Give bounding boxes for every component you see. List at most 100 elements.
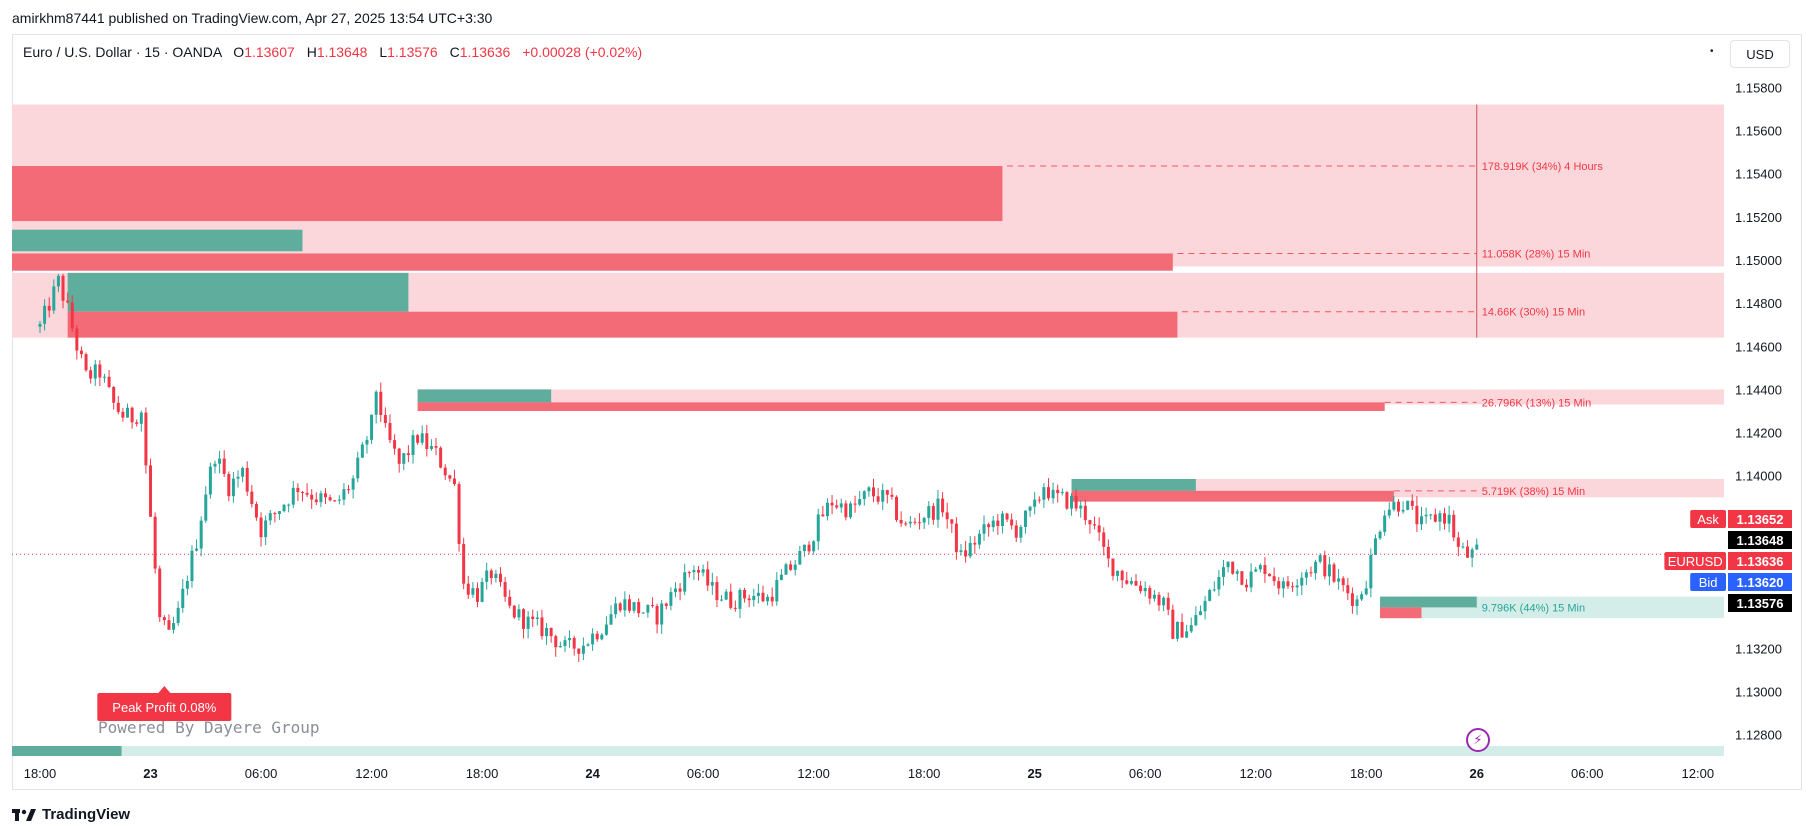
candle-body xyxy=(793,564,797,570)
candle-body xyxy=(600,634,604,640)
price-label-box xyxy=(1728,531,1792,549)
symbol-legend: Euro / U.S. Dollar · 15 · OANDA O1.13607… xyxy=(23,44,642,60)
candle-body xyxy=(1157,594,1161,606)
peak-profit-box xyxy=(97,693,232,721)
time-tick-label: 06:00 xyxy=(687,766,720,781)
price-tick-label: 1.15600 xyxy=(1735,123,1782,138)
candle-body xyxy=(416,435,420,443)
candle-body xyxy=(752,595,756,601)
price-label-box xyxy=(1728,552,1792,570)
candle-body xyxy=(379,391,383,415)
candle-body xyxy=(655,605,659,625)
candle-body xyxy=(388,423,392,441)
candle-body xyxy=(213,463,217,467)
candle-body xyxy=(420,433,424,443)
candle-body xyxy=(1134,581,1138,586)
candle-body xyxy=(98,364,102,378)
candle-body xyxy=(1152,594,1156,599)
lightning-icon[interactable]: ⚡ xyxy=(1466,728,1490,752)
tradingview-brand[interactable]: TradingView xyxy=(12,806,130,823)
candle-body xyxy=(549,627,553,637)
candle-body xyxy=(568,637,572,641)
candle-body xyxy=(360,444,364,458)
candle-body xyxy=(1378,531,1382,539)
candle-body xyxy=(991,520,995,528)
candle-body xyxy=(1433,514,1437,522)
low-value: 1.13576 xyxy=(387,44,438,60)
zone-light xyxy=(417,389,1724,405)
candle-body xyxy=(1364,588,1368,595)
candle-body xyxy=(1346,585,1350,594)
zone-dark xyxy=(417,402,1385,411)
symbol-name[interactable]: Euro / U.S. Dollar · 15 · OANDA xyxy=(23,44,222,60)
candle-body xyxy=(743,589,747,599)
candle-body xyxy=(61,275,65,301)
candle-body xyxy=(1120,570,1124,581)
currency-button[interactable]: USD xyxy=(1730,40,1790,68)
change-value: +0.00028 (+0.02%) xyxy=(522,44,643,60)
candle-body xyxy=(710,582,714,586)
candle-body xyxy=(457,484,461,544)
candle-body xyxy=(1341,578,1345,586)
price-tick-label: 1.15000 xyxy=(1735,253,1782,268)
candle-body xyxy=(890,494,894,497)
candle-body xyxy=(977,533,981,545)
more-dot-icon[interactable]: • xyxy=(1710,46,1714,57)
candle-body xyxy=(406,453,410,456)
candle-body xyxy=(733,607,737,609)
candle-body xyxy=(1028,506,1032,511)
price-tick-label: 1.14600 xyxy=(1735,339,1782,354)
candle-body xyxy=(347,489,351,491)
candle-body xyxy=(982,524,986,534)
candle-body xyxy=(1042,487,1046,500)
candle-body xyxy=(1065,492,1069,509)
zone-buy xyxy=(417,389,552,403)
candle-body xyxy=(448,475,452,479)
candle-body xyxy=(913,521,917,523)
candle-body xyxy=(692,569,696,573)
candle-body xyxy=(1231,561,1235,574)
candle-body xyxy=(1111,558,1115,576)
zone-dark xyxy=(67,311,1178,338)
candle-body xyxy=(485,570,489,582)
candle-body xyxy=(1438,513,1442,522)
candle-body xyxy=(678,588,682,592)
candle-body xyxy=(876,496,880,502)
candle-body xyxy=(236,476,240,479)
candle-body xyxy=(1235,571,1239,574)
candle-body xyxy=(673,588,677,593)
candle-body xyxy=(1304,572,1308,578)
peak-profit-marker: Peak Profit 0.08% xyxy=(97,686,232,721)
candle-body xyxy=(1106,546,1110,559)
high-value: 1.13648 xyxy=(316,44,368,60)
candle-body xyxy=(466,583,470,595)
zone-buy xyxy=(1380,596,1477,608)
candle-body xyxy=(945,512,949,520)
candle-body xyxy=(1116,570,1120,576)
candle-body xyxy=(70,302,74,329)
price-label-value: 1.13576 xyxy=(1737,596,1784,611)
candle-body xyxy=(277,511,281,514)
candle-body xyxy=(245,467,249,492)
candle-body xyxy=(1023,510,1027,527)
candle-body xyxy=(1189,625,1193,632)
time-tick-label: 25 xyxy=(1027,766,1041,781)
candle-body xyxy=(489,570,493,579)
candle-body xyxy=(314,499,318,503)
candle-body xyxy=(208,466,212,495)
candle-body xyxy=(176,607,180,624)
candle-body xyxy=(715,582,719,601)
candle-body xyxy=(1102,532,1106,547)
candle-body xyxy=(687,572,691,574)
candle-body xyxy=(572,637,576,649)
candle-body xyxy=(1051,489,1055,499)
candle-body xyxy=(724,591,728,600)
candle-body xyxy=(637,602,641,614)
candle-body xyxy=(706,569,710,586)
time-tick-label: 23 xyxy=(143,766,157,781)
time-tick-label: 18:00 xyxy=(1350,766,1383,781)
candle-body xyxy=(1410,500,1414,506)
candle-body xyxy=(941,498,945,513)
candle-body xyxy=(112,387,116,403)
